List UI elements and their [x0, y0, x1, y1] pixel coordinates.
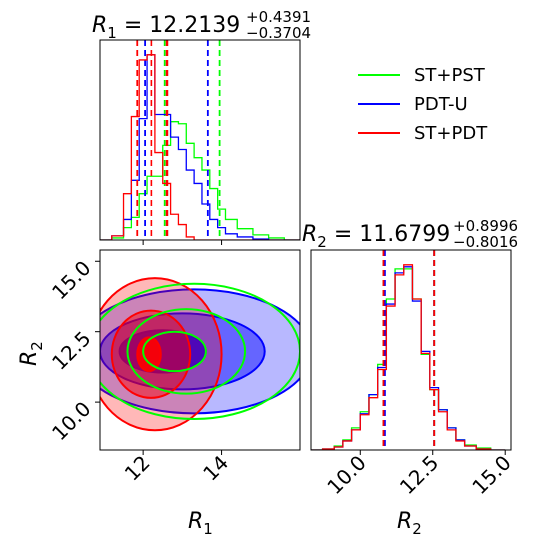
- histogram-line-st-pdt: [311, 264, 506, 450]
- x-tick-label: 14: [198, 451, 233, 486]
- y-axis-label-r2: R2: [17, 341, 46, 366]
- x-tick-label: 10.0: [322, 451, 370, 499]
- r2-title-upper: +0.8996: [453, 217, 518, 235]
- legend-label-st-pst: ST+PST: [414, 65, 486, 86]
- panel-frame: [99, 39, 301, 241]
- r2-title: R2 = 11.6799: [302, 222, 450, 251]
- contour-st-pst-level-1: [126, 308, 247, 395]
- legend: ST+PST PDT-U ST+PDT: [358, 65, 488, 144]
- r1-title-upper: +0.4391: [246, 8, 311, 26]
- x-tick-label: 12.5: [395, 451, 443, 499]
- histogram-line-st-pdt: [100, 54, 300, 240]
- x-tick-label: 12: [120, 451, 155, 486]
- histogram-line-pdt-u: [311, 266, 506, 450]
- legend-label-pdt-u: PDT-U: [414, 94, 468, 115]
- r1-r2-joint-panel: 12 14 10.0 12.5 15.0: [47, 249, 301, 486]
- x-tick-label: 15.0: [467, 451, 515, 499]
- contour-st-pst-level-0: [100, 282, 300, 420]
- x-axis-label-r1: R1: [188, 509, 213, 538]
- histogram-series-group: [311, 250, 506, 450]
- r1-marginal-panel: [99, 39, 301, 245]
- contour-st-pst-level-2: [142, 330, 207, 373]
- y-tick-label: 12.5: [47, 326, 95, 374]
- r1-title: R1 = 12.2139: [92, 13, 240, 42]
- legend-label-st-pdt: ST+PDT: [414, 123, 488, 144]
- r2-marginal-panel: 10.0 12.5 15.0: [310, 249, 516, 499]
- r1-title-lower: −0.3704: [246, 24, 311, 42]
- histogram-line-pdt-u: [100, 54, 300, 240]
- y-tick-label: 10.0: [47, 397, 95, 445]
- y-tick-label: 15.0: [47, 256, 95, 304]
- histogram-line-st-pst: [100, 121, 300, 240]
- panel-frame: [310, 249, 512, 451]
- r2-title-lower: −0.8016: [453, 233, 518, 251]
- histogram-line-st-pst: [311, 268, 506, 450]
- x-axis-label-r2: R2: [397, 509, 422, 538]
- contour-st-pdt-level-2: [136, 336, 162, 373]
- panel-frame: [99, 249, 301, 451]
- histogram-series-group: [100, 40, 300, 240]
- contour-series-group: [100, 277, 300, 432]
